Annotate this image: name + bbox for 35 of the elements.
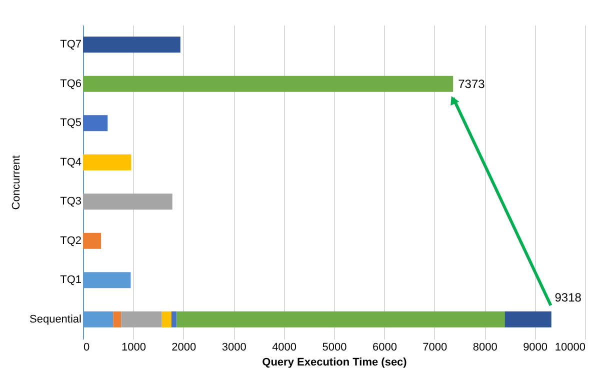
y-tick-label: TQ2 [60,234,82,247]
bar [83,232,102,249]
y-tick-label: TQ1 [60,274,82,286]
bar [171,311,176,328]
x-tick-label: 8000 [472,342,498,354]
x-tick-label: 9000 [523,342,548,354]
y-tick-label: TQ7 [60,38,82,51]
x-tick-label: 6000 [372,342,397,354]
x-tick-label: 0 [84,342,90,354]
bar [113,311,122,328]
y-tick-label: TQ4 [60,156,82,168]
x-tick-label: 2000 [172,342,196,354]
y-tick-label: TQ5 [60,117,82,130]
x-tick-label: 4000 [272,342,297,354]
x-tick-label: 7000 [422,342,448,354]
y-axis-title: Concurrent [10,155,23,210]
annotation: 7373 [458,76,486,91]
x-tick-label: 10000 [554,342,586,354]
bar [162,311,172,328]
bar [504,311,552,328]
bar [83,36,180,53]
bar [83,154,132,170]
bar [121,311,162,328]
y-tick-label: Sequential [30,313,82,326]
annotation: 9318 [554,290,582,304]
x-tick-label: 1000 [121,342,146,354]
bar [176,311,505,328]
y-tick-label: TQ3 [60,196,82,208]
y-tick-label: TQ6 [60,78,82,90]
x-tick-label: 3000 [222,342,246,354]
x-tick-label: 5000 [322,342,347,354]
bar [83,194,172,210]
bar [83,76,454,92]
bar [83,115,108,132]
x-axis-title: Query Execution Time (sec) [262,356,408,368]
